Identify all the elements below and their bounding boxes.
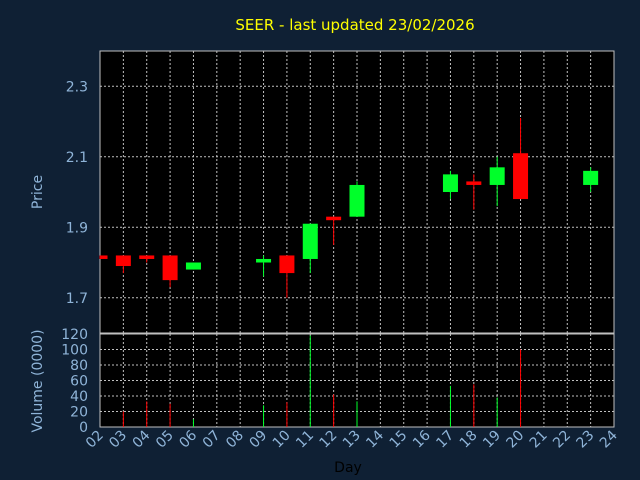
x-tick-label: 22: [550, 428, 574, 452]
price-axis-label: Price: [30, 175, 46, 209]
x-tick-label: 16: [410, 427, 434, 451]
candle-body: [302, 223, 318, 259]
volume-tick-label: 120: [61, 327, 88, 343]
x-tick-label: 23: [574, 428, 598, 452]
candle-body: [489, 167, 505, 185]
x-tick-label: 05: [153, 428, 177, 452]
x-tick-label: 12: [317, 428, 341, 452]
volume-tick-label: 100: [61, 343, 88, 359]
x-tick-label: 18: [457, 428, 481, 452]
x-axis-label: Day: [334, 460, 362, 476]
candle-body: [162, 255, 178, 281]
chart-title: SEER - last updated 23/02/2026: [235, 16, 474, 34]
price-tick-label: 1.9: [66, 220, 88, 236]
x-tick-label: 19: [480, 428, 504, 452]
x-tick-label: 10: [270, 428, 294, 452]
x-tick-labels: 02 03 04 05 06 07 08 09 10 11 12 13 14 15 16 17 18 19 20 21…: [83, 427, 621, 451]
x-tick-label: 20: [503, 428, 527, 452]
candle-body: [100, 255, 108, 259]
candle-body: [256, 258, 272, 263]
candles-series: [99, 117, 599, 298]
candle-body: [466, 181, 482, 185]
candle-body: [513, 153, 529, 200]
price-tick-labels: 1.7 1.9 2.1 2.3: [66, 79, 88, 307]
x-tick-label: 21: [527, 428, 551, 452]
price-tick-label: 1.7: [66, 291, 88, 307]
x-tick-label: 15: [387, 428, 411, 452]
x-tick-label: 11: [293, 428, 317, 452]
candle-body: [349, 184, 365, 217]
volume-tick-label: 0: [79, 420, 88, 436]
volume-tick-label: 60: [70, 374, 88, 390]
volume-tick-label: 40: [70, 389, 88, 405]
x-tick-label: 09: [246, 428, 270, 452]
volume-series: [122, 335, 522, 427]
candle-body: [115, 255, 131, 267]
x-tick-label: 13: [340, 428, 364, 452]
volume-tick-label: 80: [70, 358, 88, 374]
x-tick-label: 07: [200, 428, 224, 452]
x-tick-label: 03: [106, 428, 130, 452]
candle-body: [326, 216, 342, 221]
x-tick-label: 04: [130, 427, 154, 451]
candle-body: [279, 255, 295, 274]
price-tick-label: 2.3: [66, 79, 88, 95]
candle-body: [139, 255, 155, 259]
x-tick-label: 17: [433, 428, 457, 452]
x-tick-label: 24: [597, 427, 621, 451]
candle-body: [185, 262, 201, 270]
volume-axis-label: Volume (0000): [30, 329, 46, 432]
x-tick-label: 08: [223, 428, 247, 452]
volume-tick-label: 20: [70, 405, 88, 421]
x-tick-label: 14: [363, 427, 387, 451]
x-tick-label: 06: [176, 427, 200, 451]
price-tick-label: 2.1: [66, 150, 88, 166]
candle-body: [442, 174, 458, 192]
candle-body: [583, 170, 599, 185]
